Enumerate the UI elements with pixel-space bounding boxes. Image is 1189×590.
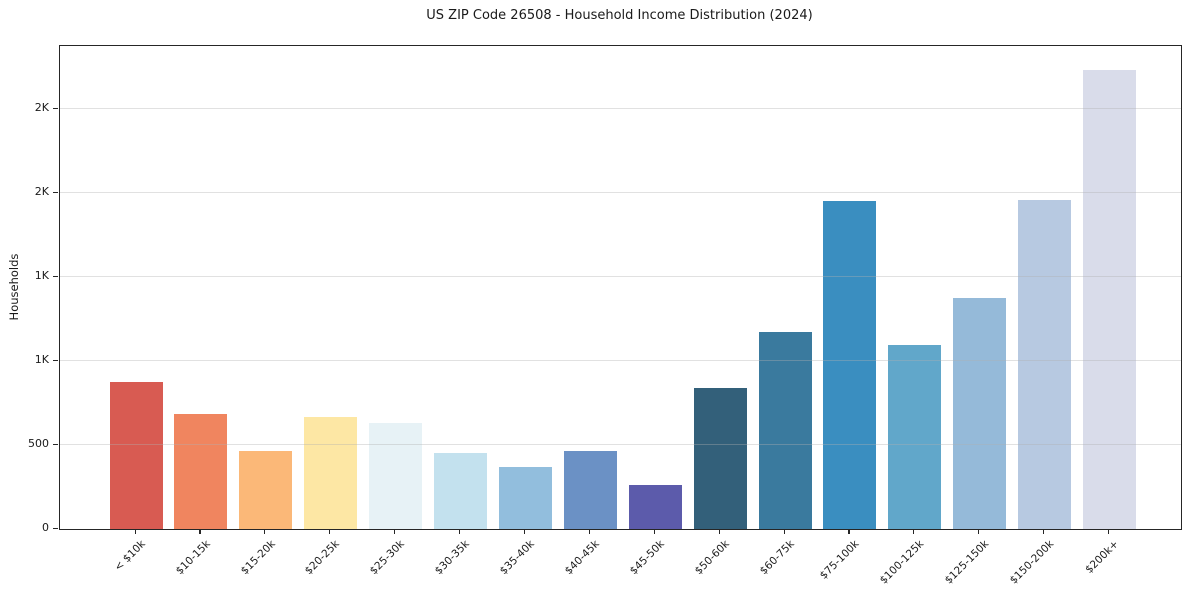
x-tick-label: < $10k — [111, 538, 148, 574]
x-tick-label: $100-125k — [877, 538, 927, 587]
bar-< $10k — [109, 382, 163, 529]
y-tick-mark — [53, 191, 58, 193]
x-tick-mark — [783, 529, 785, 534]
x-tick-label: $200k+ — [1083, 538, 1121, 576]
x-tick-label: $60-75k — [757, 538, 797, 578]
y-tick-mark — [53, 527, 58, 529]
gridline-1500 — [60, 276, 1181, 277]
gridline-2000 — [60, 192, 1181, 193]
y-tick-label: 1K — [34, 269, 49, 282]
x-tick-mark — [1043, 529, 1045, 534]
x-tick-mark — [913, 529, 915, 534]
bar-$25-30k — [369, 423, 423, 529]
bar-$125-150k — [953, 298, 1007, 529]
bar-$200k+ — [1083, 70, 1136, 529]
x-tick-label: $35-40k — [497, 538, 537, 578]
bar-$20-25k — [304, 417, 358, 529]
x-tick-label: $75-100k — [817, 538, 862, 582]
x-tick-mark — [199, 529, 201, 534]
x-tick-mark — [978, 529, 980, 534]
gridline-2500 — [60, 108, 1181, 109]
bar-$100-125k — [888, 345, 942, 529]
x-tick-mark — [718, 529, 720, 534]
x-tick-mark — [848, 529, 850, 534]
x-tick-mark — [653, 529, 655, 534]
y-tick-mark — [53, 275, 58, 277]
x-tick-label: $50-60k — [692, 538, 732, 578]
x-tick-mark — [459, 529, 461, 534]
y-axis-label: Households — [7, 253, 21, 321]
bar-$45-50k — [628, 485, 682, 529]
bar-$40-45k — [563, 450, 617, 529]
x-tick-label: $25-30k — [367, 538, 408, 578]
bar-$60-75k — [758, 331, 812, 529]
bar-$50-60k — [693, 387, 747, 529]
x-tick-label: $20-25k — [303, 538, 343, 578]
bar-$150-200k — [1018, 199, 1072, 529]
gridline-500 — [60, 444, 1181, 445]
x-tick-mark — [588, 529, 590, 534]
bar-$30-35k — [434, 453, 487, 529]
y-tick-label: 2K — [34, 101, 49, 114]
bar-$15-20k — [239, 450, 293, 529]
y-tick-label: 2K — [34, 185, 49, 198]
x-tick-label: $150-200k — [1007, 538, 1057, 587]
y-tick-mark — [53, 359, 58, 361]
x-tick-mark — [134, 529, 136, 534]
y-tick-mark — [53, 443, 58, 445]
chart-title: US ZIP Code 26508 - Household Income Dis… — [426, 8, 813, 23]
x-tick-mark — [329, 529, 331, 534]
bar-$75-100k — [823, 201, 877, 529]
y-tick-label: 0 — [42, 521, 49, 534]
x-tick-label: $30-35k — [432, 538, 472, 578]
gridline-1000 — [60, 360, 1181, 361]
y-tick-label: 1K — [34, 353, 49, 366]
y-tick-label: 500 — [28, 437, 49, 450]
x-tick-label: $125-150k — [942, 538, 992, 587]
y-tick-mark — [53, 107, 58, 109]
x-tick-label: $45-50k — [627, 538, 667, 578]
plot-area — [59, 45, 1182, 530]
x-tick-mark — [264, 529, 266, 534]
x-tick-label: $10-15k — [173, 538, 213, 578]
x-tick-mark — [523, 529, 526, 534]
bar-$35-40k — [498, 466, 552, 529]
x-tick-mark — [1108, 529, 1110, 534]
x-tick-label: $15-20k — [238, 538, 278, 578]
x-tick-label: $40-45k — [562, 538, 602, 578]
bar-$10-15k — [174, 413, 228, 529]
x-tick-mark — [394, 529, 396, 534]
